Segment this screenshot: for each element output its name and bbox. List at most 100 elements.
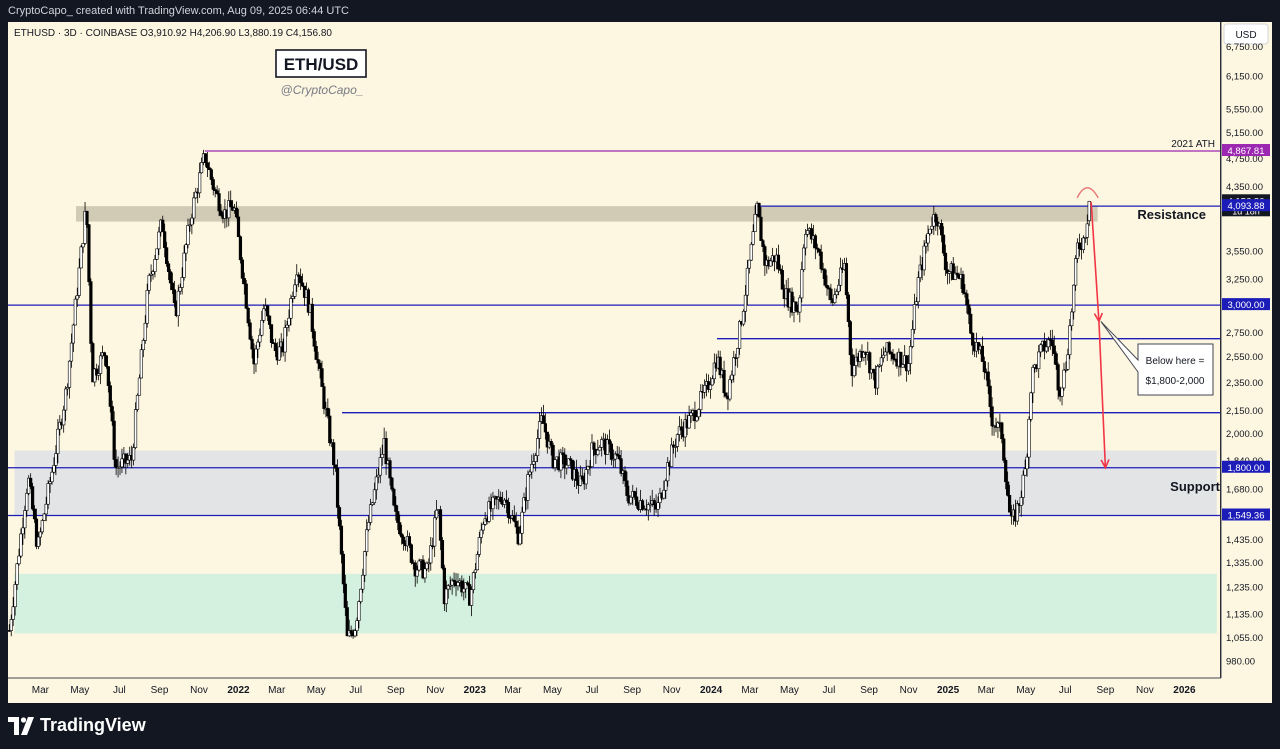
candle-down	[87, 224, 91, 282]
candle-down	[941, 234, 946, 254]
candle-up	[708, 384, 713, 390]
tradingview-logo-icon	[8, 716, 34, 735]
candle-down	[124, 453, 128, 464]
candle-down	[102, 352, 107, 357]
candle-down	[209, 169, 213, 180]
price-tick-label: 6,750.00	[1226, 42, 1263, 53]
time-tick-label: 2024	[700, 685, 723, 696]
candle-down	[343, 583, 347, 608]
candle-up	[879, 357, 883, 366]
candle-up	[139, 349, 143, 379]
candle-down	[203, 153, 208, 164]
candle-up	[469, 589, 474, 606]
price-label-badge	[1222, 460, 1270, 473]
candle-up	[565, 464, 569, 469]
candle-down	[794, 301, 798, 312]
candle-down	[763, 246, 767, 266]
candle-up	[374, 476, 378, 491]
time-tick-label: Jul	[823, 685, 836, 696]
candle-down	[240, 259, 244, 279]
candle-up	[254, 348, 258, 365]
candle-up	[359, 588, 363, 602]
time-tick-label: Jul	[349, 685, 362, 696]
candle-down	[679, 426, 683, 431]
candle-up	[446, 585, 450, 590]
candle-up	[798, 297, 802, 313]
candle-down	[1007, 495, 1012, 513]
candle-up	[143, 322, 147, 341]
candle-up	[730, 374, 734, 381]
candle-down	[625, 480, 629, 496]
candle-up	[875, 366, 880, 389]
candle-down	[780, 270, 784, 290]
currency-selector[interactable]	[1223, 23, 1269, 45]
candle-up	[802, 247, 806, 270]
candle-up	[1068, 325, 1072, 356]
candle-down	[398, 522, 402, 535]
candle-down	[951, 263, 955, 280]
candle-up	[423, 568, 427, 579]
candle-up	[590, 442, 594, 467]
candle-up	[699, 391, 703, 410]
candle-up	[444, 588, 448, 605]
candle-up	[741, 310, 746, 325]
time-tick-label: Sep	[1097, 685, 1115, 696]
price-label-countdown: 1d 18h	[1232, 206, 1260, 216]
time-tick-label: May	[543, 685, 562, 696]
candle-up	[664, 480, 668, 491]
candle-up	[54, 453, 58, 466]
candle-up	[73, 298, 77, 326]
candle-up	[456, 582, 460, 587]
candle-up	[56, 428, 60, 454]
candle-up	[36, 536, 41, 547]
plot-background	[8, 22, 1220, 678]
candle-down	[574, 469, 579, 481]
candle-up	[11, 606, 15, 620]
candle-up	[953, 272, 957, 280]
candle-up	[357, 601, 361, 621]
candle-down	[91, 343, 95, 383]
time-tick-label: Mar	[32, 685, 50, 696]
candle-up	[1029, 392, 1033, 420]
candle-down	[1000, 422, 1004, 440]
price-tick-label: 1,680.00	[1226, 485, 1263, 496]
candle-up	[1037, 351, 1041, 370]
candle-up	[153, 259, 157, 272]
candle-up	[1081, 237, 1085, 250]
price-tick-label: 3,250.00	[1226, 275, 1263, 286]
candle-up	[526, 474, 530, 501]
candle-down	[334, 464, 338, 469]
candle-down	[166, 263, 171, 273]
candle-down	[207, 167, 211, 170]
candle-down	[170, 282, 175, 291]
candle-up	[598, 447, 602, 451]
candle-down	[965, 293, 969, 306]
candle-up	[46, 483, 50, 505]
price-chart[interactable]: Below here = $1,800-2,000 Resistance Suppor…	[8, 22, 1272, 703]
candle-up	[429, 545, 433, 564]
candle-down	[438, 509, 443, 541]
candle-up	[48, 481, 52, 484]
candle-up	[677, 426, 681, 435]
candle-up	[611, 458, 615, 461]
candle-down	[250, 338, 254, 350]
candle-up	[98, 355, 103, 374]
candle-down	[205, 162, 210, 169]
candle-up	[1075, 242, 1080, 259]
candle-down	[215, 190, 219, 194]
candle-up	[40, 520, 44, 533]
candle-down	[320, 368, 324, 387]
candle-down	[328, 415, 332, 444]
candle-down	[899, 351, 903, 368]
candle-down	[466, 582, 470, 585]
candle-down	[823, 269, 827, 286]
candle-up	[881, 354, 885, 359]
tradingview-logo[interactable]: TradingView	[8, 715, 146, 736]
candle-up	[536, 438, 540, 456]
candle-up	[277, 346, 281, 361]
footer: TradingView	[0, 703, 1280, 749]
candle-down	[114, 459, 118, 468]
candle-up	[471, 572, 476, 590]
candle-up	[363, 551, 367, 576]
candle-down	[592, 442, 596, 450]
